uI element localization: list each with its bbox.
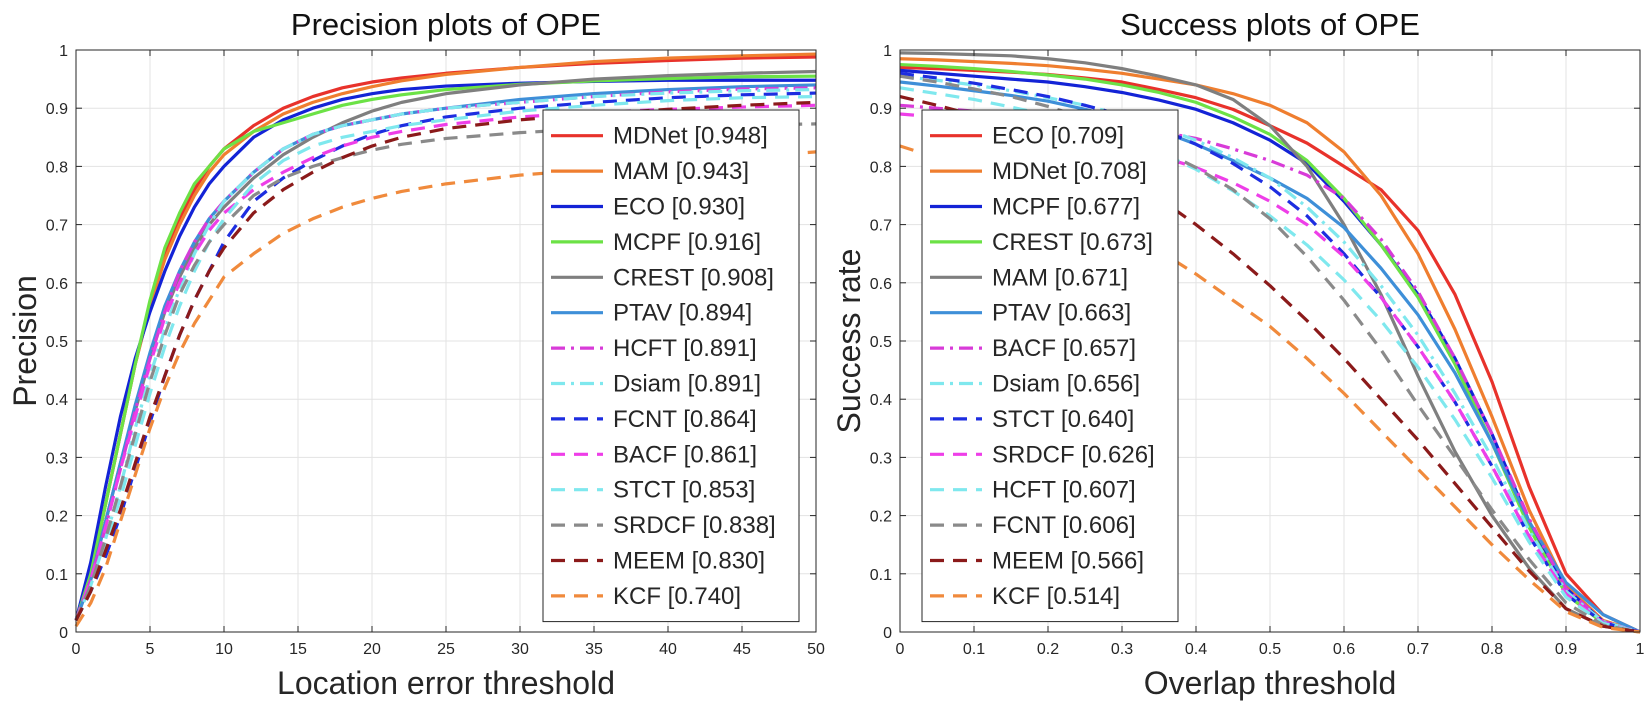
y-tick-label: 0.4 (870, 392, 892, 409)
y-tick-label: 0.7 (870, 218, 892, 235)
y-tick-label: 0.7 (46, 218, 68, 235)
x-tick-label: 20 (363, 641, 381, 658)
legend-entry: KCF [0.740] (613, 583, 741, 610)
y-tick-label: 0.6 (46, 276, 68, 293)
y-tick-label: 0.3 (870, 450, 892, 467)
x-tick-label: 50 (807, 641, 825, 658)
legend-entry: PTAV [0.663] (992, 300, 1131, 327)
series-line (74, 87, 817, 621)
legend-entry: CREST [0.908] (613, 264, 774, 291)
legend-entry: Dsiam [0.656] (992, 371, 1140, 398)
y-tick-label: 0.9 (46, 101, 68, 118)
series-line (899, 74, 1641, 634)
x-tick-label: 0.8 (1481, 641, 1503, 658)
y-tick-label: 0.5 (46, 334, 68, 351)
legend-entry: MEEM [0.830] (613, 548, 765, 575)
x-tick-label: 0.2 (1037, 641, 1059, 658)
y-tick-label: 0.2 (46, 509, 68, 526)
legend-entry: CREST [0.673] (992, 229, 1153, 256)
legend-entry: MAM [0.943] (613, 158, 749, 185)
legend-entry: MDNet [0.708] (992, 158, 1147, 185)
chart-1: 0 5 10 15 20 25 30 35 40 45 50 0 0.1 0.2 0.3 0.4 0.5 0.6 0… (7, 7, 825, 701)
series-line (899, 62, 1641, 634)
legend-entry: MCPF [0.916] (613, 229, 761, 256)
series-line (899, 144, 1641, 634)
legend-entry: FCNT [0.606] (992, 512, 1136, 539)
y-tick-label: 0.8 (46, 159, 68, 176)
x-tick-label: 5 (146, 641, 155, 658)
legend-entry: KCF [0.514] (992, 583, 1120, 610)
legend-entry: HCFT [0.891] (613, 335, 757, 362)
y-tick-label: 0.2 (870, 509, 892, 526)
y-tick-label: 0 (883, 625, 892, 642)
y-tick-label: 0.1 (870, 567, 892, 584)
y-tick-label: 0.9 (870, 101, 892, 118)
chart-title: Precision plots of OPE (291, 7, 601, 42)
x-tick-label: 30 (511, 641, 529, 658)
y-tick-label: 1 (883, 43, 892, 60)
x-tick-label: 1 (1636, 641, 1645, 658)
series-line (74, 103, 817, 621)
y-tick-label: 0.4 (46, 392, 68, 409)
x-tick-label: 0.9 (1555, 641, 1577, 658)
legend-entry: ECO [0.709] (992, 123, 1124, 150)
legend-box (542, 109, 800, 623)
y-tick-label: 0.5 (870, 334, 892, 351)
legend: MDNet [0.948] MAM [0.943] ECO [0.930] MCPF … (542, 109, 800, 623)
series-line (899, 51, 1641, 634)
series-line (899, 71, 1641, 634)
legend-entry: STCT [0.640] (992, 406, 1134, 433)
legend-entry: STCT [0.853] (613, 477, 755, 504)
y-axis-label: Success rate (831, 249, 867, 434)
x-axis-label: Location error threshold (277, 665, 615, 701)
legend-entry: MEEM [0.566] (992, 548, 1144, 575)
legend-entry: ECO [0.930] (613, 194, 745, 221)
x-tick-label: 0.6 (1333, 641, 1355, 658)
legend-entry: MAM [0.671] (992, 264, 1128, 291)
legend-entry: MDNet [0.948] (613, 123, 768, 150)
legend-entry: PTAV [0.894] (613, 300, 752, 327)
x-tick-label: 0.5 (1259, 641, 1281, 658)
x-tick-label: 0 (896, 641, 905, 658)
y-tick-label: 0.8 (870, 159, 892, 176)
legend-entry: BACF [0.657] (992, 335, 1136, 362)
x-tick-label: 10 (215, 641, 233, 658)
legend-entry: FCNT [0.864] (613, 406, 757, 433)
series-line (899, 57, 1641, 634)
x-axis-label: Overlap threshold (1144, 665, 1397, 701)
x-tick-label: 0.7 (1407, 641, 1429, 658)
legend-entry: BACF [0.861] (613, 441, 757, 468)
legend-box (921, 109, 1179, 623)
x-tick-label: 0.3 (1111, 641, 1133, 658)
y-tick-label: 0 (59, 625, 68, 642)
legend-entry: MCPF [0.677] (992, 194, 1140, 221)
chart-title: Success plots of OPE (1120, 7, 1420, 42)
x-tick-label: 45 (733, 641, 751, 658)
x-tick-label: 0.4 (1185, 641, 1207, 658)
series-line (74, 94, 817, 622)
series-line (74, 91, 817, 622)
y-tick-label: 0.3 (46, 450, 68, 467)
y-axis-label: Precision (7, 275, 43, 407)
x-tick-label: 25 (437, 641, 455, 658)
y-tick-label: 1 (59, 43, 68, 60)
y-tick-label: 0.1 (46, 567, 68, 584)
legend-entry: SRDCF [0.626] (992, 441, 1155, 468)
legend-entry: SRDCF [0.838] (613, 512, 776, 539)
legend: ECO [0.709] MDNet [0.708] MCPF [0.677] CRES… (921, 109, 1179, 623)
x-tick-label: 40 (659, 641, 677, 658)
legend-entry: Dsiam [0.891] (613, 371, 761, 398)
x-tick-label: 15 (289, 641, 307, 658)
x-tick-label: 0 (72, 641, 81, 658)
y-tick-label: 0.6 (870, 276, 892, 293)
chart-2: 0 0.1 0.2 0.3 0.4 0.5 0.6 0.7 0.8 0.9 1 0 0.1 0.2 0.3 0… (831, 7, 1645, 701)
legend-entry: HCFT [0.607] (992, 477, 1136, 504)
x-tick-label: 35 (585, 641, 603, 658)
x-tick-label: 0.1 (963, 641, 985, 658)
